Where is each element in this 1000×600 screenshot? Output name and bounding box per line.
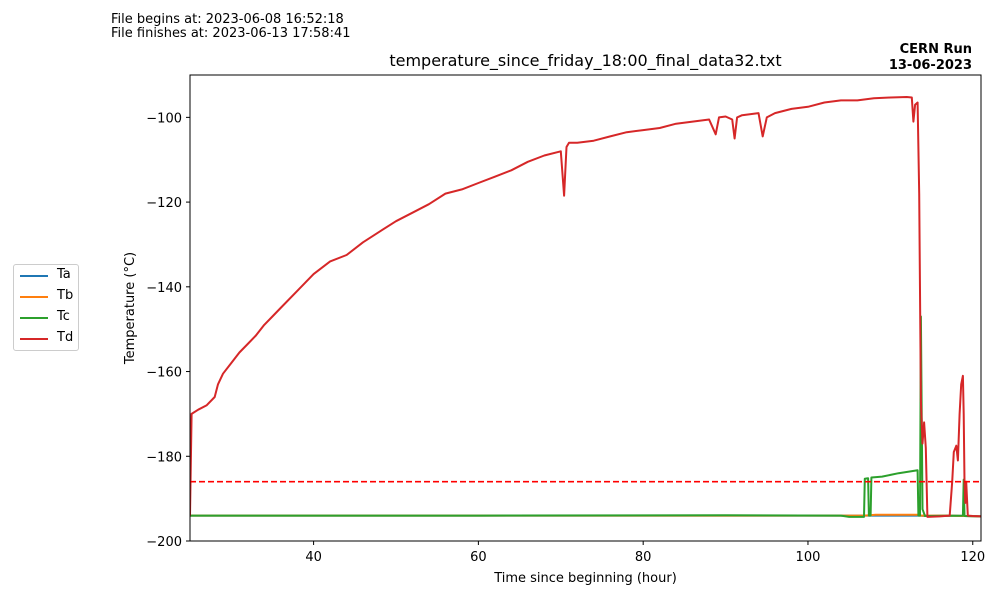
legend-swatch-tc [20, 317, 48, 319]
series-line-tc [190, 315, 981, 518]
file-begin-text: File begins at: 2023-06-08 16:52:18 [111, 12, 344, 27]
legend-item-ta: Ta [14, 265, 78, 286]
x-tick-label-60: 60 [470, 550, 487, 565]
y-tick-label--160: −160 [146, 366, 182, 381]
x-tick-label-100: 100 [796, 550, 821, 565]
chart-title: temperature_since_friday_18:00_final_dat… [389, 51, 782, 70]
run-date-label: 13-06-2023 [888, 58, 972, 73]
plot-frame [189, 74, 982, 542]
legend-swatch-ta [20, 275, 48, 277]
y-tick-label--100: −100 [146, 111, 182, 126]
x-axis-label: Time since beginning (hour) [493, 571, 677, 586]
legend-item-tc: Tc [14, 307, 78, 328]
legend-item-td: Td [14, 328, 78, 349]
y-axis-label: Temperature (°C) [123, 252, 138, 365]
file-end-text: File finishes at: 2023-06-13 17:58:41 [111, 26, 351, 41]
legend-swatch-tb [20, 296, 48, 298]
run-name-label: CERN Run [899, 42, 972, 57]
chart-legend: Ta Tb Tc Td [13, 264, 79, 351]
legend-label-tc: Tc [57, 309, 70, 324]
plot-area [190, 96, 981, 518]
y-tick-label--200: −200 [146, 535, 182, 550]
legend-label-ta: Ta [57, 267, 71, 282]
legend-item-tb: Tb [14, 286, 78, 307]
x-tick-label-120: 120 [960, 550, 985, 565]
legend-swatch-td [20, 338, 48, 340]
y-tick-label--180: −180 [146, 450, 182, 465]
y-tick-label--140: −140 [146, 281, 182, 296]
legend-label-tb: Tb [57, 288, 74, 303]
x-tick-label-40: 40 [305, 550, 322, 565]
series-line-td [190, 96, 981, 518]
y-tick-label--120: −120 [146, 196, 182, 211]
axes: 40 60 80 100 120 −200 −180 −160 −140 −120 −100 Time… [123, 74, 985, 586]
x-tick-label-80: 80 [635, 550, 652, 565]
legend-label-td: Td [57, 330, 74, 345]
